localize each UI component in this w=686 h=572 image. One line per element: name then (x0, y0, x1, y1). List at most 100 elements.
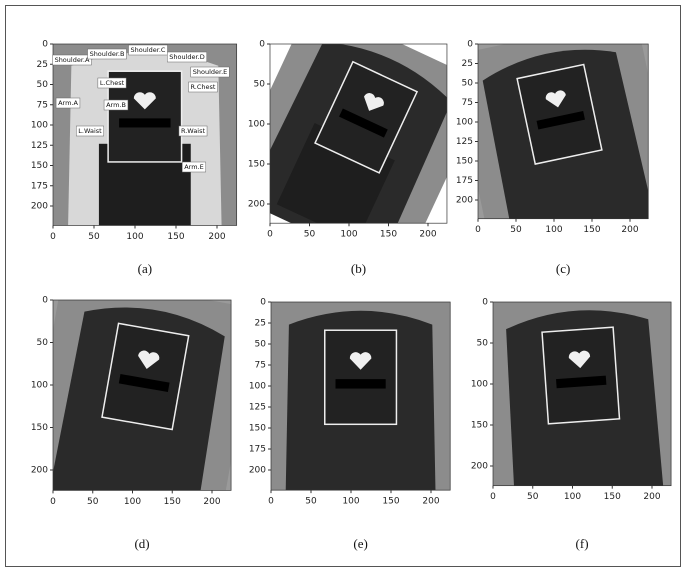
y-tick-label: 200 (471, 462, 488, 472)
y-tick-label: 175 (456, 176, 473, 186)
x-tick-label: 150 (380, 230, 397, 240)
x-tick-label: 0 (475, 225, 481, 235)
y-tick-label: 100 (249, 382, 266, 392)
keypoint-label: R.Chest (191, 83, 216, 91)
photo (476, 285, 686, 512)
panels: 0 50 100 150 200 0 25 50 75 100 125 150 175 200 (a) Sho… (25, 2, 686, 551)
y-tick-label: 0 (42, 296, 48, 306)
x-tick-label: 200 (203, 497, 220, 507)
caption: (c) (556, 261, 570, 276)
y-tick-label: 0 (260, 298, 266, 308)
keypoint-label: Shoulder.B (90, 50, 125, 58)
photo-content (43, 34, 247, 245)
x-tick-label: 50 (305, 497, 317, 507)
caption: (b) (351, 261, 366, 276)
redaction (336, 379, 386, 388)
keypoint-label: R.Waist (181, 127, 206, 135)
y-tick-label: 50 (462, 79, 474, 89)
x-tick-label: 100 (342, 497, 359, 507)
y-tick-label: 200 (249, 466, 266, 476)
x-tick-label: 100 (545, 225, 562, 235)
keypoint-label: Shoulder.A (55, 56, 90, 64)
caption: (a) (138, 261, 152, 276)
keypoint-label: Arm.A (58, 99, 78, 107)
x-tick-label: 200 (643, 492, 660, 502)
x-tick-label: 200 (621, 225, 638, 235)
y-tick-label: 50 (255, 340, 267, 350)
photo (450, 16, 679, 256)
photo-content (261, 292, 460, 510)
x-tick-label: 0 (50, 497, 56, 507)
x-tick-label: 50 (510, 225, 522, 235)
x-tick-label: 0 (267, 230, 273, 240)
keypoint-label: Shoulder.E (193, 68, 228, 76)
x-tick-label: 100 (126, 232, 143, 242)
y-tick-label: 150 (471, 421, 488, 431)
x-tick-label: 150 (583, 225, 600, 235)
x-tick-label: 200 (422, 497, 439, 507)
y-tick-label: 100 (471, 380, 488, 390)
y-tick-label: 150 (31, 423, 48, 433)
y-tick-label: 100 (456, 118, 473, 128)
x-tick-label: 50 (87, 497, 99, 507)
y-tick-label: 50 (254, 80, 266, 90)
y-tick-label: 25 (255, 319, 266, 329)
y-tick-label: 75 (462, 98, 473, 108)
keypoint-label: L.Chest (100, 79, 125, 87)
y-tick-label: 150 (31, 161, 48, 171)
keypoint-label: Shoulder.D (169, 53, 204, 61)
x-tick-label: 150 (382, 497, 399, 507)
y-tick-label: 100 (248, 120, 265, 130)
y-tick-label: 150 (456, 157, 473, 167)
keypoint-label: L.Waist (78, 127, 102, 135)
x-tick-label: 100 (564, 492, 581, 502)
poster (542, 327, 619, 424)
panel: 0501001502000255075100125150175200(a)Sho… (31, 34, 247, 276)
y-tick-label: 25 (462, 59, 473, 69)
x-tick-label: 50 (527, 492, 539, 502)
y-tick-label: 125 (249, 403, 266, 413)
y-tick-label: 0 (467, 40, 473, 50)
y-tick-label: 0 (259, 40, 265, 50)
y-tick-label: 125 (456, 137, 473, 147)
photo-content (25, 274, 258, 525)
y-tick-label: 150 (249, 424, 266, 434)
caption: (f) (576, 536, 589, 551)
x-tick-label: 0 (50, 232, 56, 242)
x-tick-label: 50 (304, 230, 316, 240)
y-tick-label: 75 (255, 361, 266, 371)
x-tick-label: 150 (164, 497, 181, 507)
x-tick-label: 200 (419, 230, 436, 240)
y-tick-label: 150 (248, 160, 265, 170)
x-tick-label: 100 (340, 230, 357, 240)
y-tick-label: 0 (482, 298, 488, 308)
y-tick-label: 100 (31, 381, 48, 391)
x-tick-label: 0 (268, 497, 274, 507)
y-tick-label: 175 (249, 445, 266, 455)
x-tick-label: 150 (167, 232, 184, 242)
x-tick-label: 0 (490, 492, 496, 502)
x-tick-label: 200 (208, 232, 225, 242)
poster (102, 323, 189, 429)
caption: (d) (134, 536, 149, 551)
y-tick-label: 50 (37, 338, 49, 348)
keypoint-label: Arm.B (106, 101, 126, 109)
y-tick-label: 175 (31, 181, 48, 191)
photo (261, 292, 460, 510)
keypoint-label: Arm.E (184, 163, 204, 171)
y-tick-label: 125 (31, 141, 48, 151)
panel: 0 50 100 150 200 0 50 100 150 200 (b) (223, 2, 490, 276)
x-tick-label: 100 (124, 497, 141, 507)
photo-content (476, 285, 686, 512)
poster (325, 330, 397, 424)
y-tick-label: 50 (37, 80, 49, 90)
y-tick-label: 200 (248, 200, 265, 210)
y-tick-label: 25 (37, 60, 48, 70)
keypoint-label: Shoulder.C (131, 46, 166, 54)
photo (25, 274, 258, 525)
y-tick-label: 200 (31, 466, 48, 476)
y-tick-label: 50 (477, 339, 489, 349)
